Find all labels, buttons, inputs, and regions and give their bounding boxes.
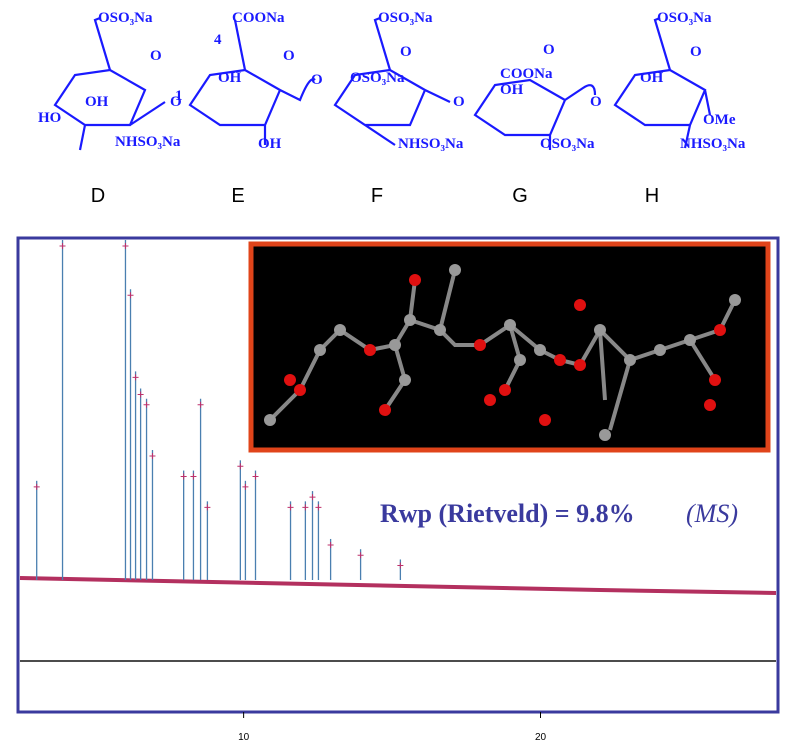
observed-point (302, 504, 309, 511)
molecule-inset (248, 241, 771, 453)
structure-label: O (150, 48, 162, 64)
observed-point (309, 494, 316, 501)
structure-label: 1 (175, 88, 183, 104)
observed-point (180, 473, 187, 480)
residue-label: H (645, 185, 659, 207)
structure-label: 4 (214, 32, 222, 48)
structure-label: NHSO₃Na (398, 136, 464, 152)
observed-point (327, 541, 334, 548)
structure-label: OH (218, 70, 242, 86)
structure-label: OMe (703, 112, 736, 128)
background-profile (19, 576, 777, 595)
observed-point (137, 391, 144, 398)
structure-label: OSO₃Na (98, 10, 153, 26)
observed-point (204, 504, 211, 511)
observed-point (237, 463, 244, 470)
observed-point (143, 401, 150, 408)
observed-point (287, 504, 294, 511)
observed-point (132, 374, 139, 381)
structure-label: OH (85, 94, 109, 110)
structure-label: O (283, 48, 295, 64)
observed-point (357, 552, 364, 559)
observed-point (149, 453, 156, 460)
residue-label: D (91, 185, 105, 207)
structure-label: OSO₃Na (657, 10, 712, 26)
x-tick-label: 20 (535, 732, 547, 743)
plot-frame (16, 236, 780, 714)
structure-label: O (590, 94, 602, 110)
structure-label: OH (640, 70, 664, 86)
observed-point (190, 473, 197, 480)
residue-label: F (371, 185, 383, 207)
structure-label: OSO₃Na (540, 136, 595, 152)
observed-point (127, 292, 134, 299)
structure-label: O (690, 44, 702, 60)
structure-label: OSO₃Na (350, 70, 405, 86)
structure-label: COONa (500, 66, 553, 82)
structure-label: O (311, 72, 323, 88)
residue-label: E (231, 185, 244, 207)
rwp-method: (MS) (686, 499, 738, 528)
observed-point (122, 243, 129, 249)
structure-label: HO (38, 110, 61, 126)
structure-label: O (453, 94, 465, 110)
x-tick-label: 10 (238, 732, 250, 743)
observed-point (59, 243, 66, 249)
observed-point (197, 401, 204, 408)
observed-point (252, 473, 259, 480)
structure-label: O (543, 42, 555, 58)
structure-label: COONa (232, 10, 285, 26)
structure-label: OH (258, 136, 282, 152)
structure-label: NHSO₃Na (680, 136, 746, 152)
residue-label: G (512, 185, 528, 207)
observed-point (242, 483, 249, 490)
structure-label: OSO₃Na (378, 10, 433, 26)
chemical-structure (53, 16, 712, 151)
structure-label: O (400, 44, 412, 60)
rwp-label: Rwp (Rietveld) = 9.8% (380, 499, 635, 528)
observed-point (315, 504, 322, 511)
structure-label: OH (500, 82, 524, 98)
observed-point (33, 483, 40, 490)
structure-label: O (170, 94, 182, 110)
structure-label: NHSO₃Na (115, 134, 181, 150)
observed-point (397, 562, 404, 569)
